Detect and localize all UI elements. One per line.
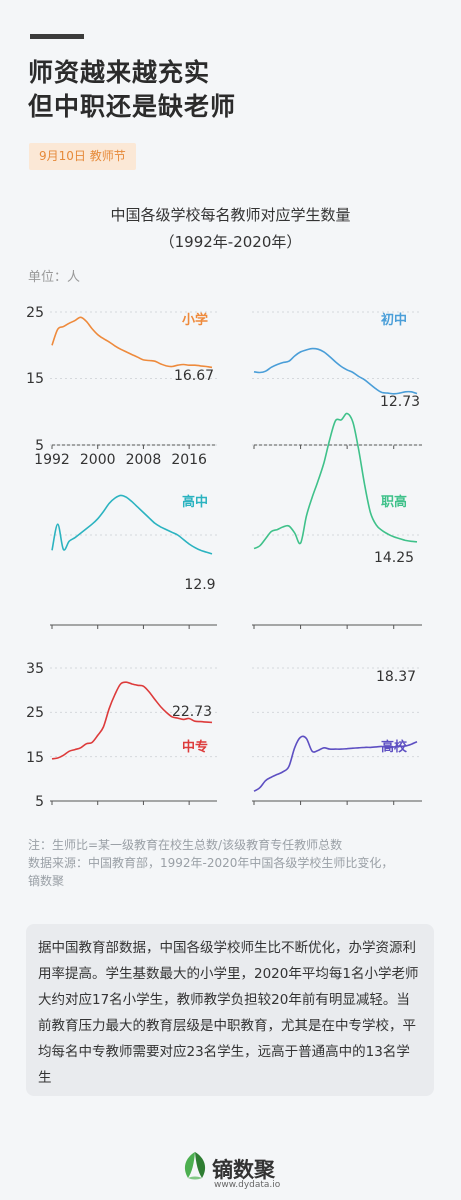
chart-title: 中国各级学校每名教师对应学生数量 bbox=[110, 206, 351, 224]
footnote-definition: 注：生师比=某一级教育在校生总数/该级教育专任教师总数 bbox=[28, 838, 343, 852]
series-label: 高校 bbox=[381, 739, 408, 755]
series-label: 职高 bbox=[381, 494, 407, 510]
y-tick-label: 5 bbox=[35, 438, 44, 454]
y-tick-label: 35 bbox=[26, 661, 44, 677]
series-line-6 bbox=[253, 735, 418, 792]
end-value-label: 12.73 bbox=[380, 394, 420, 410]
footnotes: 注：生师比=某一级教育在校生总数/该级教育专任教师总数 数据来源：中国教育部，1… bbox=[28, 836, 438, 890]
series-label: 中专 bbox=[182, 739, 208, 755]
small-multiples-chart: 小学 16.67 初中 12.73 高中 12.9 职高 14.25 中专 22.73 高校 18.3… bbox=[26, 305, 422, 810]
end-value-label: 18.37 bbox=[376, 669, 416, 685]
y-tick-label: 25 bbox=[26, 705, 44, 721]
footnote-source-brand: 镝数聚 bbox=[28, 874, 65, 888]
title-line-1: 师资越来越充实 bbox=[28, 58, 211, 87]
series-label: 高中 bbox=[182, 494, 208, 510]
chart-subtitle: （1992年-2020年） bbox=[159, 233, 302, 251]
series-label: 小学 bbox=[182, 312, 208, 328]
y-tick-label: 5 bbox=[35, 794, 44, 810]
date-tag: 9月10日 教师节 bbox=[29, 143, 136, 170]
brand-name: 镝数聚 bbox=[212, 1158, 275, 1182]
end-value-label: 16.67 bbox=[174, 368, 214, 384]
series-line-2 bbox=[253, 347, 418, 395]
page-title: 师资越来越充实 但中职还是缺老师 bbox=[28, 56, 236, 124]
series-line-3 bbox=[51, 494, 213, 555]
series-line-5 bbox=[51, 681, 213, 760]
x-tick-label: 2000 bbox=[80, 452, 116, 468]
unit-label: 单位：人 bbox=[28, 270, 81, 285]
brand-url: www.dydata.io bbox=[214, 1180, 281, 1190]
y-tick-label: 25 bbox=[26, 305, 44, 321]
title-line-2: 但中职还是缺老师 bbox=[28, 92, 237, 121]
footnote-source: 数据来源：中国教育部，1992年-2020年中国各级学校生师比变化， bbox=[28, 856, 394, 870]
x-tick-label: 1992 bbox=[34, 452, 70, 468]
end-value-label: 14.25 bbox=[374, 550, 414, 566]
y-tick-label: 15 bbox=[26, 371, 44, 387]
end-value-label: 22.73 bbox=[172, 704, 212, 720]
series-line-1 bbox=[51, 316, 213, 369]
y-tick-label: 15 bbox=[26, 750, 44, 766]
title-accent-bar bbox=[30, 34, 84, 39]
x-tick-label: 2016 bbox=[171, 452, 207, 468]
x-tick-label: 2008 bbox=[126, 452, 162, 468]
series-label: 初中 bbox=[381, 312, 407, 328]
series-line-4 bbox=[253, 412, 418, 550]
description-box: 据中国教育部数据，中国各级学校师生比不断优化，办学资源利用率提高。学生基数最大的… bbox=[26, 924, 434, 1096]
brand-leaf-icon bbox=[184, 1152, 206, 1180]
end-value-label: 12.9 bbox=[184, 577, 215, 593]
